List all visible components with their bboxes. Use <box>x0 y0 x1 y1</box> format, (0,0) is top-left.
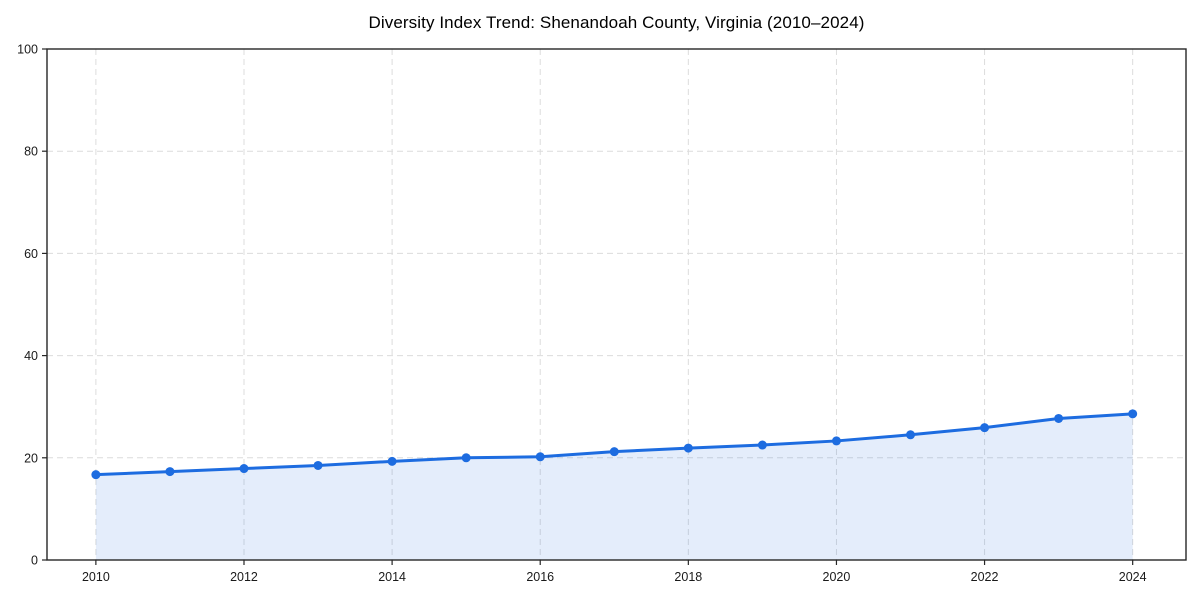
x-tick-label: 2018 <box>674 570 702 584</box>
chart-title: Diversity Index Trend: Shenandoah County… <box>368 13 865 32</box>
x-tick-label: 2012 <box>230 570 258 584</box>
data-point-2012 <box>239 464 249 474</box>
data-point-2024 <box>1128 409 1138 419</box>
x-tick-label: 2020 <box>823 570 851 584</box>
y-tick-label: 0 <box>31 554 38 568</box>
data-point-2022 <box>980 423 990 433</box>
y-tick-label: 40 <box>24 349 38 363</box>
data-point-2014 <box>387 456 397 466</box>
x-tick-label: 2010 <box>82 570 110 584</box>
y-tick-label: 100 <box>17 43 38 57</box>
data-point-2010 <box>91 470 101 480</box>
y-tick-label: 20 <box>24 451 38 465</box>
data-point-2019 <box>757 440 767 450</box>
x-tick-label: 2016 <box>526 570 554 584</box>
data-point-2011 <box>165 467 175 477</box>
area-fill <box>95 413 1133 560</box>
x-tick-label: 2022 <box>971 570 999 584</box>
data-point-2013 <box>313 460 323 470</box>
data-point-2023 <box>1054 413 1064 423</box>
data-point-2020 <box>831 436 841 446</box>
data-point-2021 <box>906 430 916 440</box>
x-tick-label: 2014 <box>378 570 406 584</box>
data-point-2016 <box>535 452 545 462</box>
data-point-2015 <box>461 453 471 463</box>
x-tick-label: 2024 <box>1119 570 1147 584</box>
y-tick-label: 80 <box>24 145 38 159</box>
data-point-2018 <box>683 443 693 453</box>
plot-border <box>46 48 1187 561</box>
data-point-2017 <box>609 447 619 457</box>
y-tick-label: 60 <box>24 247 38 261</box>
